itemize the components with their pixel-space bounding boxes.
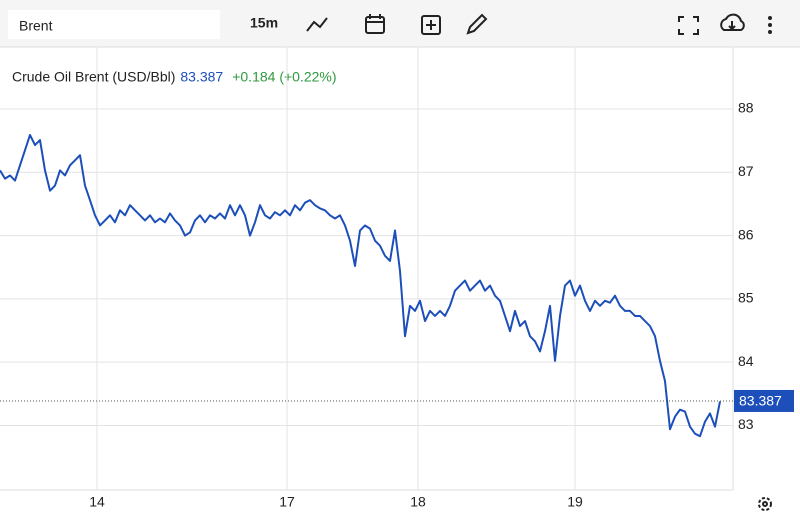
- change: +0.184 (+0.22%): [232, 69, 336, 85]
- y-tick-label: 84: [738, 353, 754, 369]
- draw-icon[interactable]: [466, 13, 488, 35]
- download-icon[interactable]: [720, 13, 745, 31]
- interval[interactable]: 15m: [250, 15, 278, 31]
- last-value-tag-label: 83.387: [739, 393, 782, 409]
- symbol[interactable]: Brent: [19, 18, 53, 34]
- y-tick-label: 88: [738, 100, 754, 116]
- x-tick-label: 18: [410, 494, 426, 510]
- price-line: [0, 133, 721, 438]
- settings-icon[interactable]: [758, 497, 772, 511]
- x-tick-label: 17: [279, 494, 295, 510]
- chart-title: Crude Oil Brent (USD/Bbl): [12, 69, 175, 85]
- calendar-icon[interactable]: [365, 14, 385, 34]
- symbol-box[interactable]: [8, 10, 220, 39]
- x-tick-label: 19: [567, 494, 583, 510]
- last-value: 83.387: [180, 69, 223, 85]
- chart-type-icon[interactable]: [306, 17, 328, 32]
- y-tick-label: 83: [738, 416, 754, 432]
- y-tick-label: 87: [738, 163, 754, 179]
- fullscreen-icon[interactable]: [678, 16, 699, 35]
- x-tick-label: 14: [89, 494, 105, 510]
- last-value-tag: [734, 389, 794, 412]
- menu-icon[interactable]: [768, 16, 772, 34]
- y-tick-label: 85: [738, 290, 754, 306]
- y-tick-label: 86: [738, 226, 754, 242]
- add-icon[interactable]: [421, 15, 441, 35]
